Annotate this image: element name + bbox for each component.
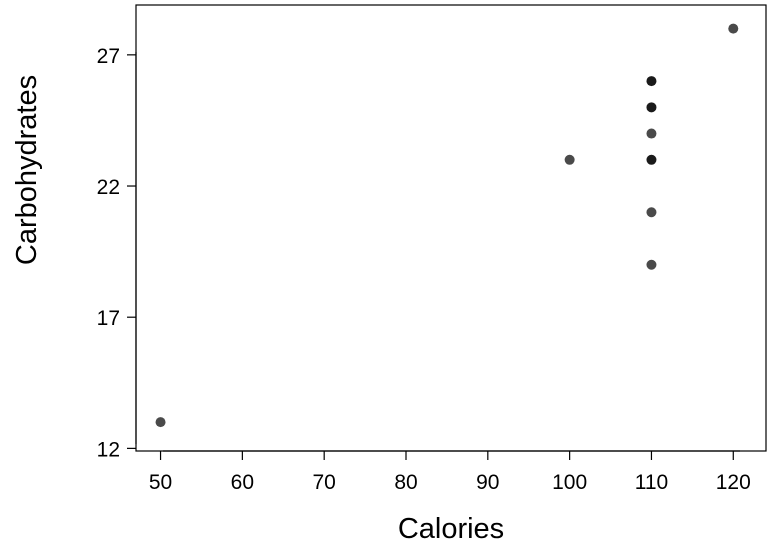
y-tick-label: 27	[97, 45, 120, 68]
x-tick-label: 50	[149, 471, 172, 494]
data-point	[646, 259, 657, 270]
x-tick-label: 110	[635, 471, 668, 494]
x-tick-label: 80	[394, 471, 417, 494]
y-axis-ticks: 12 17 22 27	[97, 45, 136, 461]
y-tick-label: 12	[97, 438, 120, 461]
x-tick-label: 60	[231, 471, 254, 494]
x-tick-label: 70	[313, 471, 336, 494]
x-tick-label: 90	[476, 471, 499, 494]
x-tick-label: 100	[552, 471, 587, 494]
data-point	[646, 76, 657, 87]
data-point	[646, 207, 657, 218]
y-tick-label: 22	[97, 176, 120, 199]
plot-frame	[135, 4, 767, 452]
data-point	[155, 417, 166, 428]
data-point	[564, 154, 575, 165]
y-tick-label: 17	[97, 307, 120, 330]
data-point	[728, 23, 739, 34]
x-tick-label: 120	[716, 471, 751, 494]
x-axis-title: Calories	[398, 513, 504, 545]
data-point	[646, 154, 657, 165]
data-points	[155, 23, 739, 428]
data-point	[646, 102, 657, 113]
y-axis-title: Carbohydrates	[11, 75, 43, 265]
x-axis-ticks: 50 60 70 80 90 100 110 120	[149, 451, 751, 494]
data-point	[646, 128, 657, 139]
